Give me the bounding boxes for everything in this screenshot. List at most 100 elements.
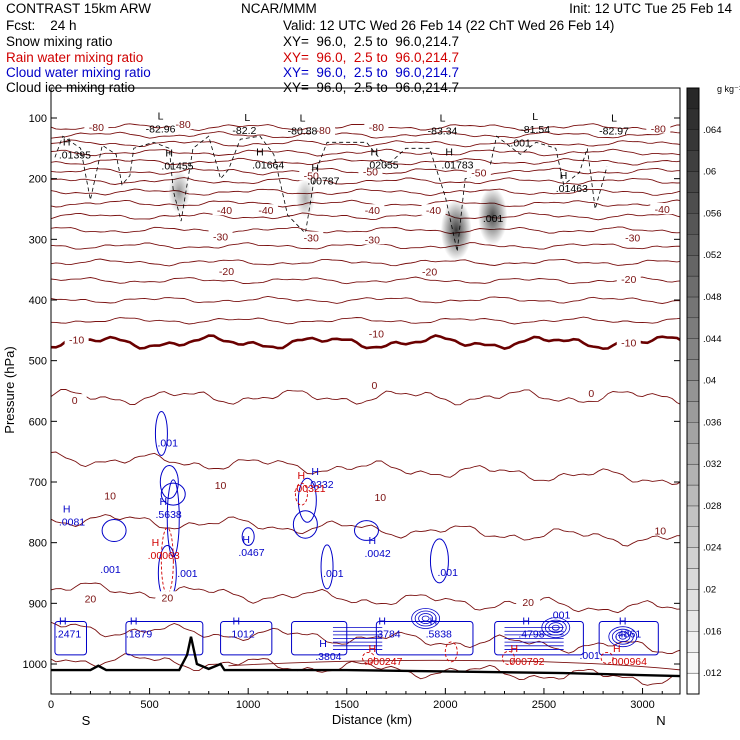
y-tick-label: 700 [29, 477, 47, 489]
contour-value-label: .001 [323, 568, 344, 580]
field-name-snow: Snow mixing ratio [6, 34, 113, 49]
max-value-label: .1012 [228, 629, 254, 641]
max-value-label: .4861 [615, 629, 641, 641]
rain-contours [160, 482, 614, 665]
contour-value-label: .001 [177, 568, 198, 580]
south-label: S [82, 713, 91, 728]
cloud-water-contour-8 [292, 510, 318, 539]
x-tick-label: 2500 [532, 699, 556, 711]
contour-value-label: -82.97 [599, 126, 629, 138]
isotherm-near-surface [228, 659, 680, 671]
cloud-water-ring-2-3 [611, 628, 634, 645]
colorbar-tick-label: .06 [703, 167, 716, 178]
colorbar: .012 .016 .02 .024 .028 .032 .036 .04 .044 .048 .0… [686, 87, 722, 695]
contour-value-label: -83.34 [428, 126, 458, 138]
isotherm-label: 10 [104, 490, 116, 502]
field-name-cloud-water: Cloud water mixing ratio [6, 65, 151, 80]
cloud-water-ring-1-3 [414, 610, 437, 627]
max-marker-h: H [619, 616, 627, 628]
max-marker-h: H [430, 616, 438, 628]
field-xy-rain: XY= 96.0, 2.5 to 96.0,214.7 [283, 50, 460, 65]
isotherm-5 [51, 389, 680, 406]
contour-value-label: .001 [510, 137, 531, 149]
isotherm-label-bg [616, 336, 641, 348]
max-marker-h: H [160, 496, 168, 508]
colorbar-segment [686, 568, 700, 590]
x-tick-label: 0 [48, 699, 54, 711]
colorbar-segment [686, 213, 700, 235]
contour-value-label: .001 [483, 213, 504, 225]
isotherm-label: -40 [365, 205, 380, 217]
max-value-label: .00321 [294, 483, 326, 495]
cloud-water-contour-11 [353, 520, 379, 541]
isotherm-label: -20 [422, 266, 437, 278]
colorbar-tick-label: .04 [703, 376, 716, 387]
colorbar-segment [686, 422, 700, 444]
colorbar-segment [686, 589, 700, 611]
isotherm-minus-30 [51, 226, 680, 235]
max-marker-h: H [130, 616, 138, 628]
max-marker-h: H [311, 466, 319, 478]
isotherm-label-bg [208, 479, 233, 491]
rain-contour-4 [362, 651, 375, 664]
max-marker-h: H [378, 616, 386, 628]
y-tick-label: 400 [29, 295, 47, 307]
max-value-label: .000964 [609, 656, 647, 668]
max-value-label: .01455 [161, 160, 193, 172]
x-tick-label: 500 [140, 699, 158, 711]
max-marker-h: H [165, 147, 173, 159]
x-tick-label: 2000 [433, 699, 457, 711]
max-marker-h: H [242, 534, 250, 546]
colorbar-segment [686, 610, 700, 632]
cloud-water-box-5 [494, 621, 584, 656]
isotherm-minus-35 [51, 212, 680, 221]
rain-contour-3 [502, 650, 515, 665]
x-tick-label: 1500 [335, 699, 359, 711]
max-value-label: .3804 [315, 651, 341, 663]
colorbar-segment [686, 338, 700, 360]
cloud-water-ring-0-3 [544, 619, 567, 636]
isotherm-label: -20 [219, 266, 234, 278]
max-value-label: .0332 [307, 479, 333, 491]
max-marker-h: H [256, 147, 264, 159]
cloud-water-ring-2-1 [618, 633, 627, 640]
isotherm-label-bg [466, 166, 491, 178]
cloud-ice-max-2 [440, 199, 472, 261]
colorbar-segment [686, 234, 700, 256]
max-marker-h: H [445, 147, 453, 159]
isotherm-label: 0 [588, 388, 594, 400]
isotherm-label: 10 [374, 492, 386, 504]
isotherm-label-bg [299, 169, 324, 181]
cloud-water-contour-0 [154, 410, 168, 456]
max-value-label: .4798 [518, 629, 544, 641]
min-marker-l: L [244, 112, 250, 124]
isotherm-minus-15 [51, 276, 680, 285]
contour-value-label: -82.96 [146, 123, 176, 135]
max-value-label: .1879 [126, 629, 152, 641]
max-value-label: .01395 [59, 149, 91, 161]
max-value-label: .00063 [148, 550, 180, 562]
isotherm-label-bg [579, 386, 604, 398]
isotherm-label-bg [98, 489, 123, 501]
isotherm-20 [51, 582, 680, 614]
colorbar-frame [686, 87, 700, 695]
colorbar-segment [686, 526, 700, 548]
colorbar-segment [686, 129, 700, 151]
isotherm-minus-20 [51, 258, 680, 267]
snow-contours [54, 135, 608, 252]
model-title: CONTRAST 15km ARW [6, 1, 152, 16]
max-value-label: .0467 [238, 547, 264, 559]
max-marker-h: H [298, 470, 306, 482]
isotherm-label: -50 [471, 168, 486, 180]
colorbar-tick-label: .064 [703, 125, 722, 136]
isotherm-label-bg [368, 491, 393, 503]
isotherm-label-bg [360, 204, 385, 216]
isotherm-15 [51, 514, 680, 547]
max-value-label: .3784 [374, 629, 400, 641]
cloud-water-contour-5 [160, 482, 186, 506]
max-value-label: .000792 [506, 656, 544, 668]
isotherm-minus-60 [51, 157, 680, 166]
colorbar-segment [686, 171, 700, 193]
isotherm-label: -80 [316, 125, 331, 137]
colorbar-tick-label: .012 [703, 668, 722, 679]
